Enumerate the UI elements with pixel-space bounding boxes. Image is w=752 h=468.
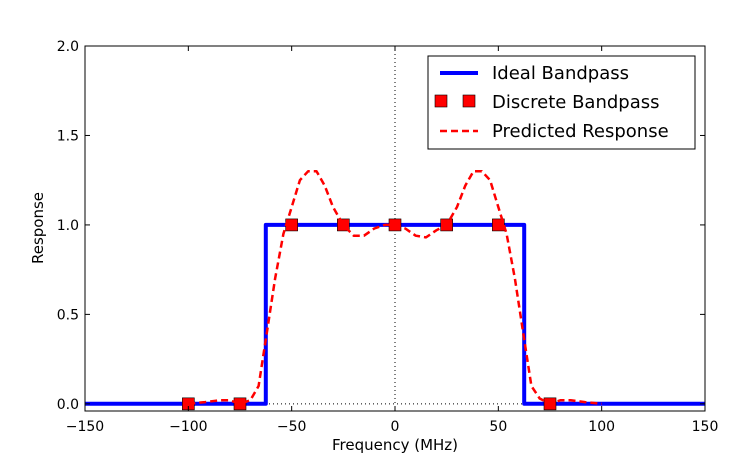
predicted-response-line (188, 169, 602, 406)
axis-ticks: −150 −100 −50 0 50 100 150 0.0 0.5 1.0 1.5 2.0 (57, 39, 719, 435)
y-axis-label: Response (29, 192, 47, 264)
x-axis-label: Frequency (MHz) (332, 436, 458, 454)
legend-label-ideal-bandpass: Ideal Bandpass (492, 63, 629, 84)
x-tick-label-4: 50 (489, 419, 507, 435)
x-tick-label-3: 0 (391, 419, 400, 435)
x-tick-label-0: −150 (66, 419, 104, 435)
y-tick-label-4: 2.0 (57, 39, 79, 55)
legend-swatch-discrete-bandpass-left (434, 94, 448, 108)
legend-label-discrete-bandpass: Discrete Bandpass (492, 92, 660, 113)
legend-label-predicted-response: Predicted Response (492, 121, 669, 142)
x-tick-label-6: 150 (692, 419, 719, 435)
legend-swatch-discrete-bandpass-right (462, 94, 476, 108)
y-tick-label-0: 0.0 (57, 397, 79, 413)
series-layer (85, 169, 705, 411)
discrete-bandpass-point-6 (492, 218, 505, 232)
y-tick-label-2: 1.0 (57, 218, 79, 234)
x-tick-label-5: 100 (588, 419, 615, 435)
y-tick-label-1: 0.5 (57, 307, 79, 323)
y-tick-label-3: 1.5 (57, 128, 79, 144)
legend: Ideal Bandpass Discrete Bandpass Predict… (427, 55, 696, 150)
x-tick-label-1: −100 (169, 419, 207, 435)
discrete-bandpass-point-1 (233, 397, 247, 411)
x-tick-label-2: −50 (277, 419, 307, 435)
